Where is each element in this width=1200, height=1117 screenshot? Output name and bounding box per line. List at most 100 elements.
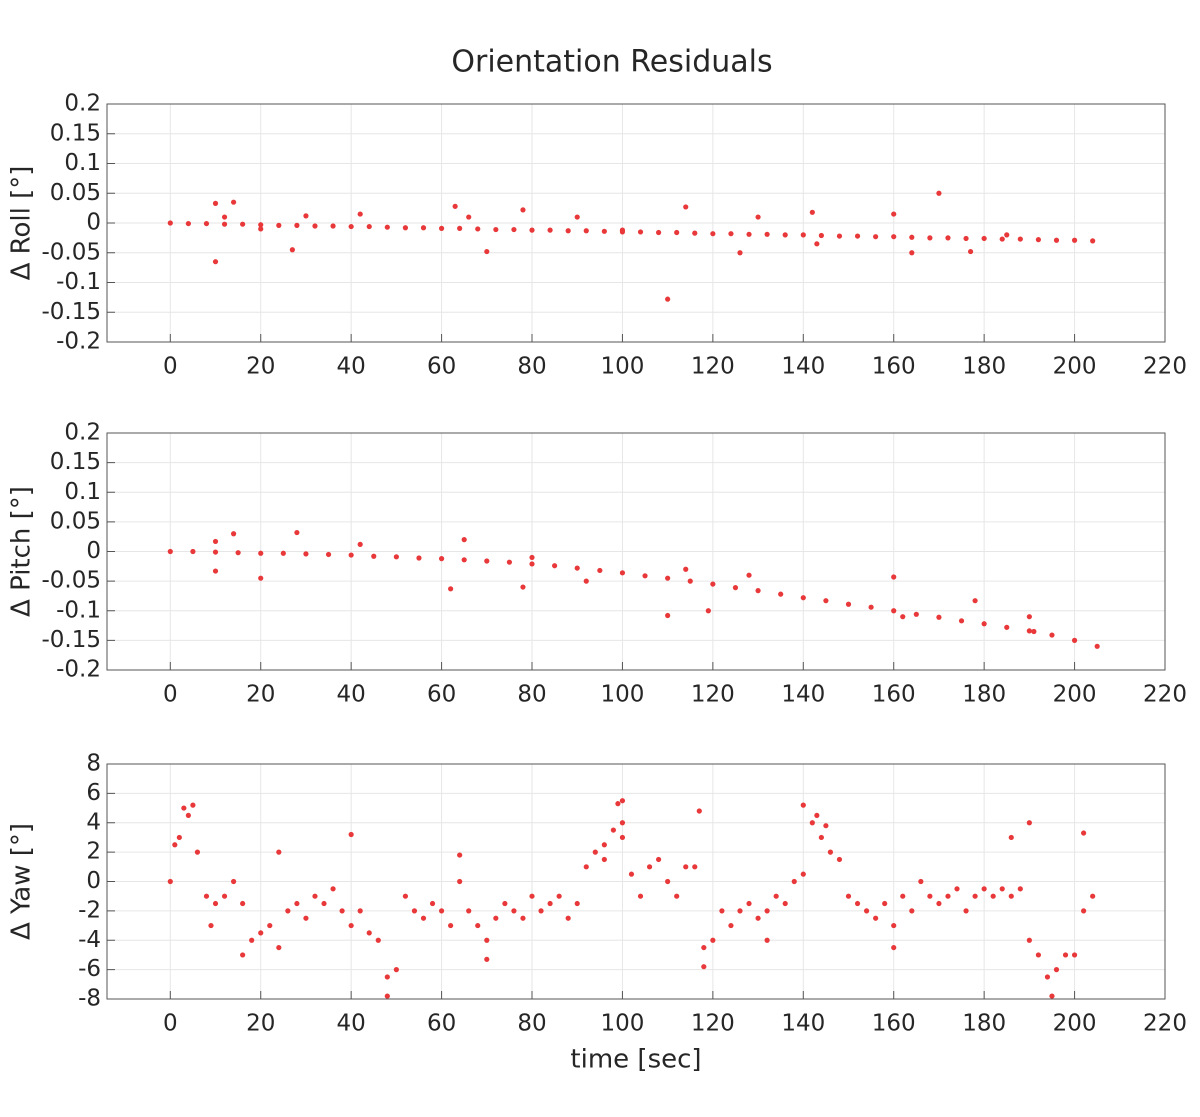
point — [818, 834, 824, 841]
point — [619, 834, 626, 841]
x-tick-label: 180 — [962, 1011, 1006, 1037]
point — [212, 538, 219, 545]
x-tick-label: 60 — [427, 682, 456, 708]
point — [1017, 236, 1023, 242]
point — [701, 944, 707, 951]
point — [357, 541, 363, 547]
point — [665, 296, 671, 302]
point — [547, 900, 553, 907]
point — [429, 900, 436, 907]
point — [710, 937, 716, 943]
y-tick-label: -0.1 — [56, 269, 101, 295]
point — [687, 578, 693, 584]
point — [773, 893, 779, 899]
point — [665, 612, 671, 619]
point — [597, 567, 603, 574]
point — [172, 842, 178, 848]
point — [285, 908, 291, 914]
y-tick-label: -0.2 — [56, 329, 101, 355]
point — [1049, 632, 1055, 638]
point — [732, 585, 739, 591]
point — [873, 234, 879, 240]
point — [1035, 952, 1042, 958]
point — [737, 250, 743, 256]
point — [936, 900, 942, 907]
point — [330, 886, 336, 892]
point — [891, 922, 897, 929]
point — [814, 812, 820, 819]
point — [303, 213, 309, 219]
point — [1035, 237, 1042, 243]
point — [601, 842, 607, 848]
point — [212, 900, 219, 907]
y-tick-label: 0.15 — [50, 120, 101, 146]
point — [683, 864, 689, 870]
point — [475, 922, 481, 929]
point — [981, 621, 987, 627]
point — [538, 908, 544, 914]
point — [438, 556, 445, 562]
point — [289, 247, 295, 253]
point — [583, 228, 589, 234]
x-tick-label: 20 — [246, 354, 275, 380]
point — [782, 900, 788, 907]
point — [999, 236, 1005, 242]
point — [520, 207, 526, 213]
y-tick-label: -8 — [78, 986, 101, 1012]
point — [755, 588, 761, 594]
x-tick-label: 200 — [1053, 1011, 1097, 1037]
point — [791, 878, 797, 885]
point — [212, 549, 219, 555]
point — [800, 232, 806, 238]
x-tick-label: 160 — [872, 354, 916, 380]
x-tick-label: 100 — [600, 1011, 644, 1037]
point — [208, 922, 214, 929]
point — [529, 893, 535, 899]
point — [221, 893, 228, 899]
axes-frame — [106, 432, 1166, 671]
point — [1090, 238, 1096, 244]
point — [836, 233, 843, 239]
point — [258, 930, 264, 936]
point — [212, 259, 219, 265]
point — [764, 231, 770, 237]
point — [294, 222, 300, 228]
point — [438, 225, 445, 231]
point — [728, 231, 734, 237]
point — [574, 214, 580, 220]
point — [393, 967, 399, 973]
y-tick-label: 0.1 — [64, 150, 101, 176]
point — [823, 598, 829, 604]
y-tick-label: -0.15 — [41, 299, 101, 325]
point — [764, 908, 770, 914]
point — [221, 214, 228, 220]
y-tick-label: 0 — [86, 538, 101, 564]
point — [556, 893, 562, 899]
x-tick-label: 220 — [1143, 1011, 1187, 1037]
point — [384, 993, 390, 999]
point — [818, 232, 824, 239]
point — [267, 922, 273, 929]
point — [764, 937, 770, 943]
axes-frame — [106, 763, 1166, 1000]
point — [782, 232, 788, 238]
point — [221, 221, 228, 227]
point — [800, 802, 806, 808]
point — [461, 557, 467, 563]
point — [484, 248, 490, 255]
point — [420, 915, 427, 921]
point — [375, 937, 381, 943]
x-tick-label: 200 — [1053, 354, 1097, 380]
point — [972, 893, 978, 899]
point — [981, 886, 987, 892]
x-tick-label: 220 — [1143, 682, 1187, 708]
y-tick-label: 0.15 — [50, 449, 101, 475]
point — [276, 849, 282, 855]
point — [863, 908, 870, 914]
point — [393, 554, 399, 560]
point — [845, 601, 852, 607]
point — [258, 226, 264, 232]
point — [642, 573, 648, 579]
point — [457, 852, 463, 858]
point — [800, 871, 806, 877]
